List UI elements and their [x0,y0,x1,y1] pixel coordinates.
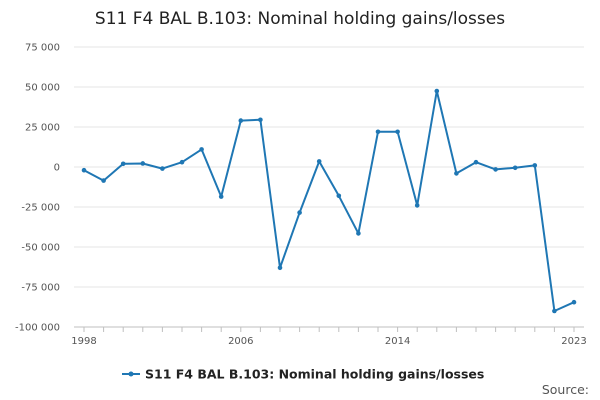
data-point[interactable] [395,129,400,135]
chart-title: S11 F4 BAL B.103: Nominal holding gains/… [95,9,505,29]
data-point[interactable] [434,88,440,94]
data-point[interactable] [336,193,342,199]
data-point[interactable] [199,147,204,152]
data-point[interactable] [81,167,87,173]
data-point[interactable] [493,167,498,172]
data-point[interactable] [473,159,479,165]
x-tick-label: 2023 [561,336,586,347]
x-tick-label: 1998 [71,336,96,347]
data-point[interactable] [316,159,322,164]
y-tick-label: 75 000 [25,43,60,54]
data-point[interactable] [238,118,244,123]
y-tick-label: -25 000 [21,203,60,214]
gridlines [74,46,584,288]
legend-swatch-marker [128,371,134,377]
data-point[interactable] [258,117,263,123]
legend-label: S11 F4 BAL B.103: Nominal holding gains/… [145,367,484,382]
x-tick-label: 2014 [385,336,410,347]
source-label: Source: [542,382,589,397]
data-point[interactable] [571,299,577,305]
y-tick-label: 25 000 [25,123,60,134]
series-line [83,90,575,312]
y-tick-label: -100 000 [15,323,60,334]
data-point[interactable] [140,161,146,166]
data-point[interactable] [532,163,538,168]
y-axis-ticks: 75 000 50 000 25 000 0 -25 000 -50 000 -75 000… [15,43,60,334]
data-point[interactable] [356,231,361,236]
data-point[interactable] [120,161,126,167]
data-point[interactable] [101,178,106,183]
y-tick-label: -50 000 [21,243,60,254]
data-point[interactable] [218,194,224,199]
data-point[interactable] [454,171,459,176]
y-tick-label: 50 000 [25,83,60,94]
y-tick-label: -75 000 [21,283,60,294]
data-point[interactable] [179,159,185,165]
series-layer [81,88,577,314]
data-point[interactable] [297,210,302,215]
data-point[interactable] [160,166,165,171]
x-axis: 1998 2006 2014 2023 [71,326,587,347]
data-point[interactable] [414,203,420,208]
legend[interactable]: S11 F4 BAL B.103: Nominal holding gains/… [122,367,484,382]
data-point[interactable] [277,265,283,271]
data-point[interactable] [512,165,518,171]
data-point[interactable] [375,129,381,135]
y-tick-label: 0 [54,163,60,174]
data-point[interactable] [552,308,557,314]
x-tick-label: 2006 [228,336,253,347]
